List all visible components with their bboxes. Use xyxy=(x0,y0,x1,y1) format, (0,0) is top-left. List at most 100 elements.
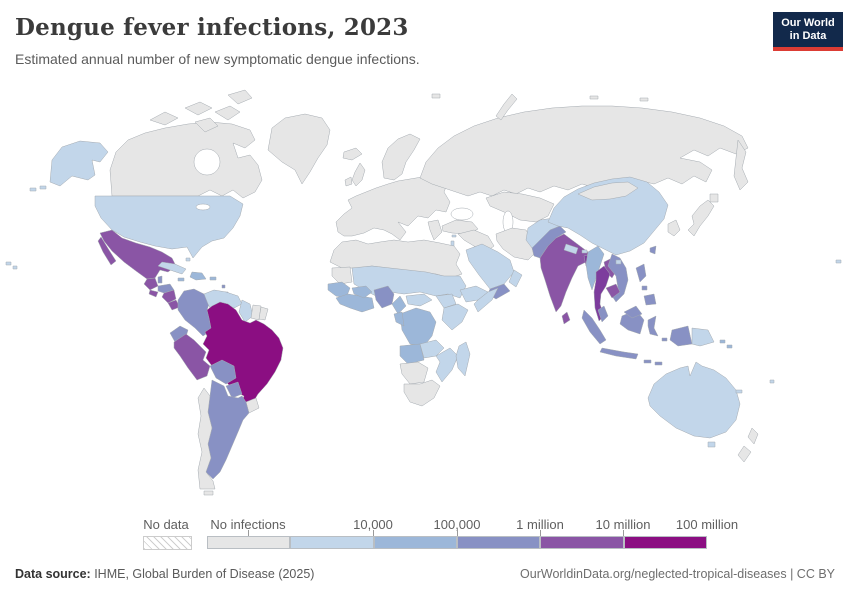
country-australia[interactable] xyxy=(647,361,741,439)
country-usa-hawaii[interactable] xyxy=(5,261,12,266)
country-cambodia[interactable] xyxy=(605,283,621,299)
country-philippines-luzon[interactable] xyxy=(635,263,647,283)
country-russia-kamchatka[interactable] xyxy=(733,139,749,191)
country-novaya-zemlya[interactable] xyxy=(495,93,518,121)
country-south-sudan[interactable] xyxy=(435,293,457,309)
country-mexico[interactable] xyxy=(99,229,177,280)
country-svalbard[interactable] xyxy=(589,95,599,100)
legend-no-data-swatch[interactable] xyxy=(143,536,192,550)
country-usa[interactable] xyxy=(94,195,244,259)
country-indonesia-lesser-sunda[interactable] xyxy=(654,361,663,366)
country-china[interactable] xyxy=(547,176,669,256)
country-solomon-islands[interactable] xyxy=(719,339,726,344)
country-usa-hawaii[interactable] xyxy=(12,265,18,270)
country-bhutan[interactable] xyxy=(581,249,588,254)
country-greece[interactable] xyxy=(427,219,443,241)
country-gabon-congo[interactable] xyxy=(393,311,405,327)
country-puerto-rico[interactable] xyxy=(209,276,217,281)
country-west-africa-coast[interactable] xyxy=(335,293,375,313)
country-indonesia-lesser-sunda[interactable] xyxy=(643,359,652,364)
country-mexico-baja[interactable] xyxy=(97,236,117,266)
country-paraguay[interactable] xyxy=(225,381,243,399)
legend-bin-10k-100k[interactable] xyxy=(373,536,457,549)
country-drc[interactable] xyxy=(399,307,437,347)
country-canada-arctic[interactable] xyxy=(149,111,179,126)
country-central-african-republic[interactable] xyxy=(405,293,433,307)
country-angola[interactable] xyxy=(399,343,425,365)
country-ireland[interactable] xyxy=(344,176,353,187)
country-iceland[interactable] xyxy=(342,147,363,161)
country-oman[interactable] xyxy=(508,269,523,288)
country-uk[interactable] xyxy=(351,162,366,187)
country-chile[interactable] xyxy=(197,387,216,490)
country-bolivia[interactable] xyxy=(209,359,237,385)
legend-bin-1-10k[interactable] xyxy=(290,536,374,549)
legend-bin-100k-1m[interactable] xyxy=(456,536,541,549)
country-mongolia[interactable] xyxy=(577,181,639,201)
country-greenland[interactable] xyxy=(267,113,331,185)
country-mauritania[interactable] xyxy=(331,266,353,285)
country-indonesia-maluku[interactable] xyxy=(661,337,668,342)
country-japan[interactable] xyxy=(687,199,715,237)
country-usa-hawaii[interactable] xyxy=(835,259,842,264)
country-burkina-faso[interactable] xyxy=(351,285,373,299)
country-new-zealand-north[interactable] xyxy=(747,427,759,445)
country-scandinavia[interactable] xyxy=(381,133,421,181)
country-el-salvador[interactable] xyxy=(148,289,159,298)
country-indonesia-java[interactable] xyxy=(599,347,639,360)
country-iran[interactable] xyxy=(495,227,537,261)
country-new-caledonia[interactable] xyxy=(735,389,743,394)
country-french-guiana[interactable] xyxy=(258,306,269,321)
attribution-link[interactable]: OurWorldinData.org/neglected-tropical-di… xyxy=(520,567,835,581)
country-canada-arctic[interactable] xyxy=(227,89,253,105)
country-canada-arctic[interactable] xyxy=(214,105,241,121)
country-central-asia[interactable] xyxy=(485,191,555,223)
country-usa-alaska[interactable] xyxy=(49,140,109,187)
legend-bin-1m-10m[interactable] xyxy=(540,536,624,549)
country-belize[interactable] xyxy=(157,275,163,284)
country-bahamas[interactable] xyxy=(185,257,191,262)
country-malaysia-borneo[interactable] xyxy=(623,305,643,319)
country-philippines-mindanao[interactable] xyxy=(643,293,657,306)
country-cuba[interactable] xyxy=(157,261,187,275)
country-sri-lanka[interactable] xyxy=(561,311,571,325)
country-europe[interactable] xyxy=(335,175,451,241)
country-fiji[interactable] xyxy=(769,379,775,384)
country-indonesia-papua[interactable] xyxy=(669,325,693,347)
country-zambia[interactable] xyxy=(419,339,445,359)
country-somalia[interactable] xyxy=(473,287,499,313)
country-canada[interactable] xyxy=(109,121,263,199)
country-nicaragua[interactable] xyxy=(161,289,177,304)
country-nepal[interactable] xyxy=(563,243,579,255)
country-china-hainan[interactable] xyxy=(615,259,622,265)
country-indonesia-sulawesi[interactable] xyxy=(647,315,659,337)
country-pakistan[interactable] xyxy=(531,225,567,259)
country-lesser-antilles[interactable] xyxy=(221,284,226,289)
country-madagascar[interactable] xyxy=(455,341,471,377)
country-new-zealand-south[interactable] xyxy=(737,445,752,463)
country-namibia-botswana[interactable] xyxy=(399,361,429,385)
country-mozambique[interactable] xyxy=(435,347,459,383)
country-suriname[interactable] xyxy=(250,304,262,321)
country-cyprus[interactable] xyxy=(451,234,457,238)
legend-bin-no-infections[interactable] xyxy=(207,536,291,549)
country-canada-arctic[interactable] xyxy=(184,101,213,116)
country-guatemala[interactable] xyxy=(143,277,159,291)
country-svalbard[interactable] xyxy=(639,97,649,102)
country-korea[interactable] xyxy=(667,219,681,237)
country-malaysia-peninsula[interactable] xyxy=(597,305,609,323)
aleutian-islands[interactable] xyxy=(29,187,37,192)
country-philippines-visayas[interactable] xyxy=(641,285,648,291)
country-jamaica[interactable] xyxy=(177,277,185,282)
country-taiwan[interactable] xyxy=(649,245,657,255)
country-papua-new-guinea[interactable] xyxy=(691,327,715,347)
country-australia-tasmania[interactable] xyxy=(707,441,716,448)
country-guyana[interactable] xyxy=(238,299,254,323)
country-canada-arctic[interactable] xyxy=(194,117,219,133)
country-svalbard[interactable] xyxy=(431,93,441,99)
country-japan-hokkaido[interactable] xyxy=(709,193,719,203)
country-east-africa[interactable] xyxy=(441,303,469,331)
legend-bin-10m-100m[interactable] xyxy=(623,536,707,549)
country-saudi-arabia[interactable] xyxy=(465,243,515,290)
country-solomon-islands[interactable] xyxy=(726,344,733,349)
